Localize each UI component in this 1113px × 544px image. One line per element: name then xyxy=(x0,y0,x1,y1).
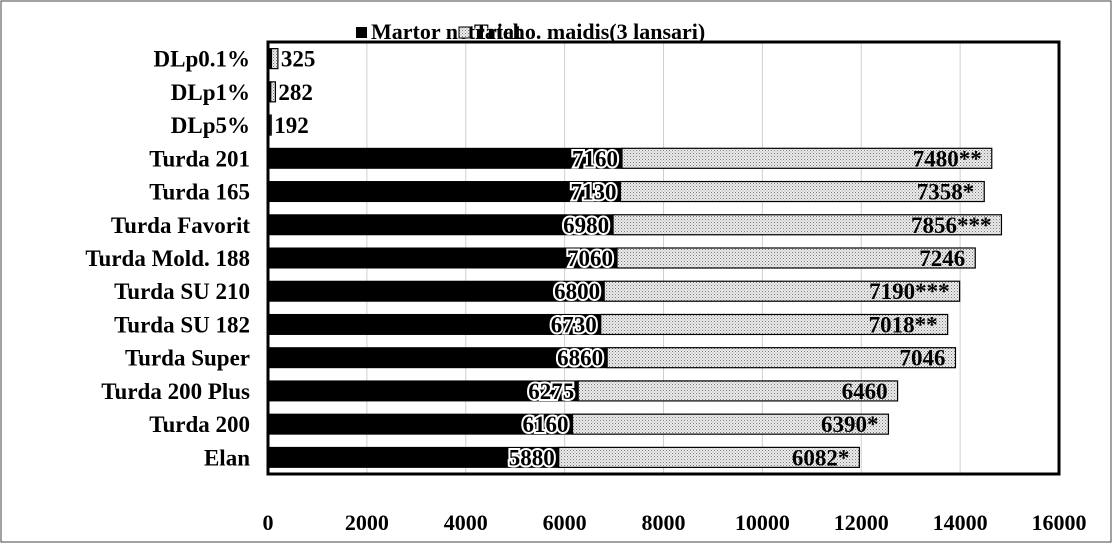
data-label-tricho: 7246 xyxy=(919,246,965,271)
category-label: Elan xyxy=(204,445,250,470)
category-label: Turda Super xyxy=(125,346,250,371)
data-label-halo: 6160 xyxy=(523,412,569,437)
category-label: Turda SU 210 xyxy=(114,279,250,304)
category-label: Turda 165 xyxy=(149,180,250,205)
category-label: Turda Mold. 188 xyxy=(85,246,250,271)
x-tick-label: 4000 xyxy=(444,510,488,535)
data-label-tricho: 7358* xyxy=(917,180,975,205)
data-label-martor: 7130 xyxy=(570,180,616,205)
data-label-martor: 7160 xyxy=(572,146,618,171)
bars xyxy=(267,48,1003,468)
data-label-halo: 6275 xyxy=(528,379,574,404)
x-tick-label: 0 xyxy=(263,510,274,535)
bar-martor-netratat xyxy=(267,147,623,169)
category-label: DLp5% xyxy=(171,113,250,138)
data-label-martor: 6860 xyxy=(557,346,603,371)
legend-swatch-tricho xyxy=(458,26,471,39)
data-label-martor: 282 xyxy=(278,80,313,105)
data-label-halo: 6800 xyxy=(554,279,600,304)
bar-tricho-maidis xyxy=(270,81,277,103)
legend-label-martor: Martor netratat xyxy=(371,19,522,44)
category-label: DLp0.1% xyxy=(154,47,251,72)
data-label-martor: 7060 xyxy=(567,246,613,271)
data-label-martor: 5880 xyxy=(509,445,555,470)
x-tick-label: 16000 xyxy=(1032,510,1087,535)
legend-swatch-martor xyxy=(356,27,367,38)
data-label-martor: 192 xyxy=(274,113,309,138)
x-tick-label: 12000 xyxy=(834,510,889,535)
x-tick-label: 8000 xyxy=(642,510,686,535)
bar-tricho-maidis xyxy=(577,380,899,402)
data-label-martor: 6980 xyxy=(563,213,609,238)
category-label: DLp1% xyxy=(171,80,250,105)
category-label: Turda 200 Plus xyxy=(101,379,250,404)
data-label-halo: 6860 xyxy=(557,346,603,371)
bar-tricho-maidis xyxy=(269,114,272,136)
data-label-tricho: 7046 xyxy=(899,346,945,371)
bar-tricho-maidis xyxy=(600,313,949,336)
bar-tricho-maidis xyxy=(558,446,860,468)
x-axis-tick-labels: 0 2000 4000 6000 8000 10000 12000 14000 16000 xyxy=(263,510,1087,535)
bar-tricho-maidis xyxy=(571,413,890,435)
category-label: Turda 200 xyxy=(149,412,250,437)
x-tick-label: 2000 xyxy=(345,510,389,535)
data-label-halo: 7060 xyxy=(567,246,613,271)
gridlines xyxy=(366,42,961,474)
data-label-halo: 6980 xyxy=(563,213,609,238)
data-label-martor: 6730 xyxy=(551,312,597,337)
data-label-halo: 5880 xyxy=(509,445,555,470)
bar-tricho-maidis xyxy=(616,247,976,269)
data-label-martor: 325 xyxy=(281,47,316,72)
bar-tricho-maidis xyxy=(606,347,957,369)
bar-martor-netratat xyxy=(267,214,614,236)
data-label-halo: 7160 xyxy=(572,146,618,171)
bar-tricho-maidis xyxy=(603,280,961,302)
data-label-tricho: 6390* xyxy=(821,412,879,437)
data-label-martor: 6160 xyxy=(523,412,569,437)
data-label-halo: 6730 xyxy=(551,312,597,337)
bar-tricho-maidis xyxy=(621,147,993,169)
data-label-tricho: 7856*** xyxy=(911,213,992,238)
x-tick-label: 10000 xyxy=(735,510,790,535)
legend-label-tricho: Tricho. maidis(3 lansari) xyxy=(474,19,705,44)
plot-area-border xyxy=(266,40,1061,476)
data-label-tricho: 6460 xyxy=(842,379,888,404)
bar-tricho-maidis xyxy=(612,214,1003,236)
category-labels: DLp0.1% DLp1% DLp5% Turda 201 Turda 165 Turda… xyxy=(85,47,250,471)
category-label: Turda Favorit xyxy=(111,213,250,238)
data-label-halo: 7130 xyxy=(570,180,616,205)
bar-martor-netratat xyxy=(267,247,618,269)
x-tick-label: 14000 xyxy=(933,510,988,535)
bar-tricho-maidis xyxy=(619,180,985,203)
data-label-tricho: 6082* xyxy=(792,445,850,470)
x-tick-label: 6000 xyxy=(543,510,587,535)
data-label-tricho: 7190*** xyxy=(869,279,950,304)
category-label: Turda SU 182 xyxy=(114,312,250,337)
data-label-martor: 6275 xyxy=(528,379,574,404)
bar-martor-netratat xyxy=(267,181,621,203)
bar-tricho-maidis xyxy=(270,48,279,70)
data-label-martor: 6800 xyxy=(554,279,600,304)
data-label-tricho: 7018** xyxy=(869,312,938,337)
category-label: Turda 201 xyxy=(149,146,250,171)
data-label-tricho: 7480** xyxy=(913,146,982,171)
